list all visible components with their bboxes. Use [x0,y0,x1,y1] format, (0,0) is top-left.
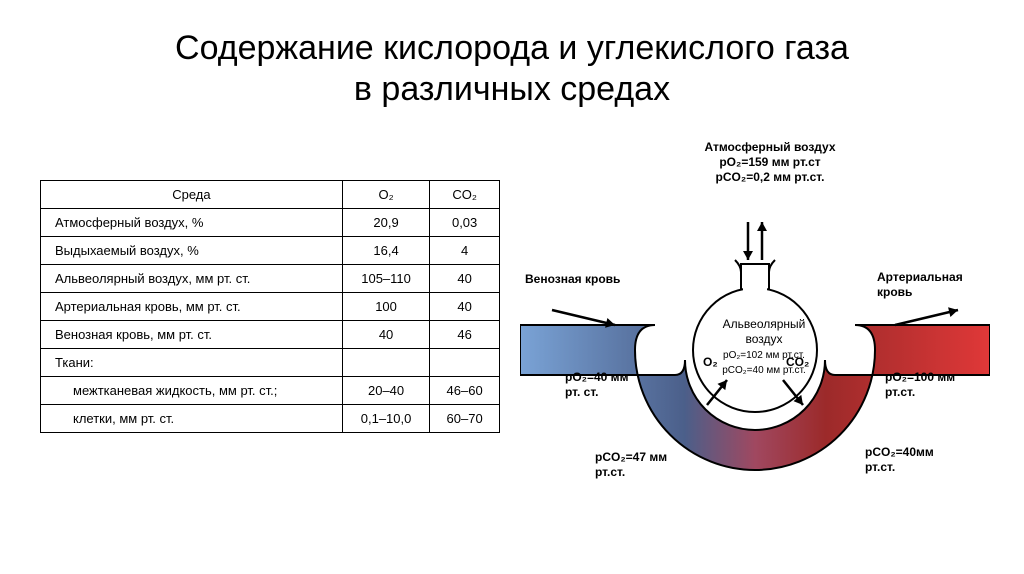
page-title: Содержание кислорода и углекислого газа … [0,0,1024,110]
col-header-co2: CO₂ [430,180,500,208]
alveolar-diagram: Атмосферный воздух pO₂=159 мм рт.ст pCO₂… [520,140,984,560]
row-o2: 16,4 [342,236,429,264]
ven-po2-1: pO₂=40 мм [565,370,628,384]
ven-po2-2: рт. ст. [565,385,599,399]
row-co2: 40 [430,292,500,320]
o2-tag: O₂ [703,355,718,370]
alv-title-1: Альвеолярный [723,317,806,331]
table-row: Выдыхаемый воздух, %16,44 [41,236,500,264]
row-label: Атмосферный воздух, % [41,208,343,236]
row-co2: 46–60 [430,376,500,404]
ven-pco2-1: pCO₂=47 мм [595,450,667,464]
art-pco2-1: pCO₂=40мм [865,445,934,459]
row-co2: 4 [430,236,500,264]
row-o2: 20,9 [342,208,429,236]
row-label: клетки, мм рт. ст. [41,404,343,432]
row-co2: 40 [430,264,500,292]
row-label: Альвеолярный воздух, мм рт. ст. [41,264,343,292]
venous-po2: pO₂=40 мм рт. ст. [565,370,628,400]
row-co2: 60–70 [430,404,500,432]
row-o2 [342,348,429,376]
art-pco2-2: рт.ст. [865,460,895,474]
row-o2: 105–110 [342,264,429,292]
art-po2-2: рт.ст. [885,385,915,399]
table-row: клетки, мм рт. ст.0,1–10,060–70 [41,404,500,432]
title-line-2: в различных средах [354,70,670,108]
alv-title-2: воздух [745,332,782,346]
atm-air-label: Атмосферный воздух pO₂=159 мм рт.ст pCO₂… [670,140,870,185]
atm-air-title: Атмосферный воздух [704,140,835,154]
row-label: Выдыхаемый воздух, % [41,236,343,264]
gas-content-table: Среда O₂ CO₂ Атмосферный воздух, %20,90,… [40,180,500,433]
col-header-o2: O₂ [342,180,429,208]
table-row: Альвеолярный воздух, мм рт. ст.105–11040 [41,264,500,292]
ven-pco2-2: рт.ст. [595,465,625,479]
art-po2-1: pO₂=100 мм [885,370,955,384]
table-row: Артериальная кровь, мм рт. ст.10040 [41,292,500,320]
data-table-wrap: Среда O₂ CO₂ Атмосферный воздух, %20,90,… [40,180,500,560]
table-header-row: Среда O₂ CO₂ [41,180,500,208]
row-label: Ткани: [41,348,343,376]
row-o2: 0,1–10,0 [342,404,429,432]
venous-pco2: pCO₂=47 мм рт.ст. [595,450,667,480]
content-row: Среда O₂ CO₂ Атмосферный воздух, %20,90,… [0,110,1024,560]
arterial-po2: pO₂=100 мм рт.ст. [885,370,955,400]
venous-title: Венозная кровь [525,272,620,287]
co2-tag: CO₂ [786,355,809,370]
atm-pco2: pCO₂=0,2 мм рт.ст. [716,170,825,184]
arterial-title: Артериальная кровь [877,270,984,300]
table-row: Ткани: [41,348,500,376]
table-row: Венозная кровь, мм рт. ст.4046 [41,320,500,348]
table-row: межтканевая жидкость, мм рт. ст.;20–4046… [41,376,500,404]
col-header-sreda: Среда [41,180,343,208]
title-line-1: Содержание кислорода и углекислого газа [175,29,849,67]
row-label: Артериальная кровь, мм рт. ст. [41,292,343,320]
arterial-pco2: pCO₂=40мм рт.ст. [865,445,934,475]
table-row: Атмосферный воздух, %20,90,03 [41,208,500,236]
row-co2: 46 [430,320,500,348]
row-co2: 0,03 [430,208,500,236]
row-o2: 100 [342,292,429,320]
row-o2: 40 [342,320,429,348]
row-co2 [430,348,500,376]
row-o2: 20–40 [342,376,429,404]
row-label: межтканевая жидкость, мм рт. ст.; [41,376,343,404]
atm-po2: pO₂=159 мм рт.ст [719,155,820,169]
row-label: Венозная кровь, мм рт. ст. [41,320,343,348]
